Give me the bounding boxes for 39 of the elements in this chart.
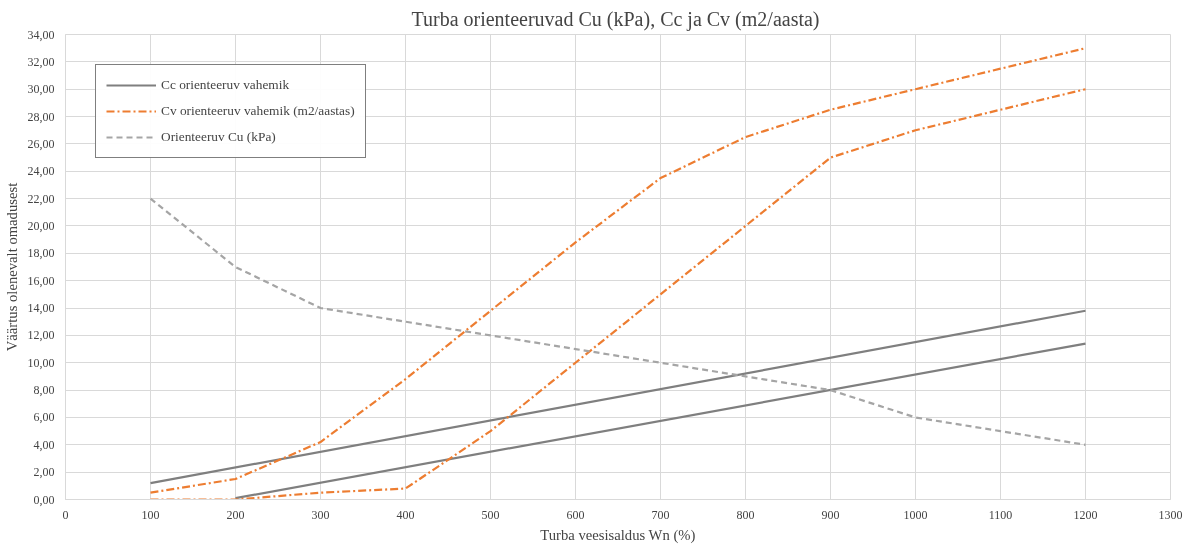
- x-tick-label: 300: [311, 507, 330, 522]
- chart-title: Turba orienteeruvad Cu (kPa), Cc ja Cv (m2/aasta): [411, 7, 820, 31]
- x-tick-label: 400: [396, 507, 415, 522]
- y-tick-label: 8,00: [33, 383, 55, 398]
- x-axis-title: Turba veesisaldus Wn (%): [540, 526, 696, 544]
- y-tick-label: 24,00: [27, 164, 55, 179]
- y-tick-label: 16,00: [27, 273, 55, 288]
- y-tick-label: 4,00: [33, 437, 55, 452]
- legend-label: Cc orienteeruv vahemik: [161, 77, 290, 93]
- y-tick-label: 26,00: [27, 136, 55, 151]
- y-tick-label: 34,00: [27, 27, 55, 42]
- y-tick-label: 6,00: [33, 410, 55, 425]
- y-tick-label: 28,00: [27, 109, 55, 124]
- x-tick-label: 800: [736, 507, 755, 522]
- y-tick-label: 20,00: [27, 218, 55, 233]
- y-tick-label: 2,00: [33, 465, 55, 480]
- x-tick-label: 0: [62, 507, 69, 522]
- x-tick-label: 200: [226, 507, 245, 522]
- x-tick-label: 900: [821, 507, 840, 522]
- x-tick-label: 1000: [903, 507, 928, 522]
- y-tick-label: 0,00: [33, 492, 55, 507]
- legend-label: Orienteeruv Cu (kPa): [161, 129, 276, 145]
- x-tick-label: 1200: [1073, 507, 1098, 522]
- x-tick-label: 600: [566, 507, 585, 522]
- y-tick-label: 14,00: [27, 301, 55, 316]
- y-axis-title: Väärtus olenevalt omadusest: [3, 182, 20, 352]
- x-tick-label: 500: [481, 507, 500, 522]
- line-series: [149, 197, 1087, 446]
- x-tick-label: 700: [651, 507, 670, 522]
- y-tick-label: 12,00: [27, 328, 55, 343]
- x-tick-label: 100: [141, 507, 160, 522]
- y-tick-label: 22,00: [27, 191, 55, 206]
- y-tick-label: 10,00: [27, 355, 55, 370]
- y-tick-label: 32,00: [27, 54, 55, 69]
- y-tick-label: 30,00: [27, 82, 55, 97]
- y-tick-label: 18,00: [27, 246, 55, 261]
- legend-label: Cv orienteeruv vahemik (m2/aastas): [161, 103, 355, 119]
- x-tick-label: 1300: [1158, 507, 1183, 522]
- x-tick-label: 1100: [988, 507, 1013, 522]
